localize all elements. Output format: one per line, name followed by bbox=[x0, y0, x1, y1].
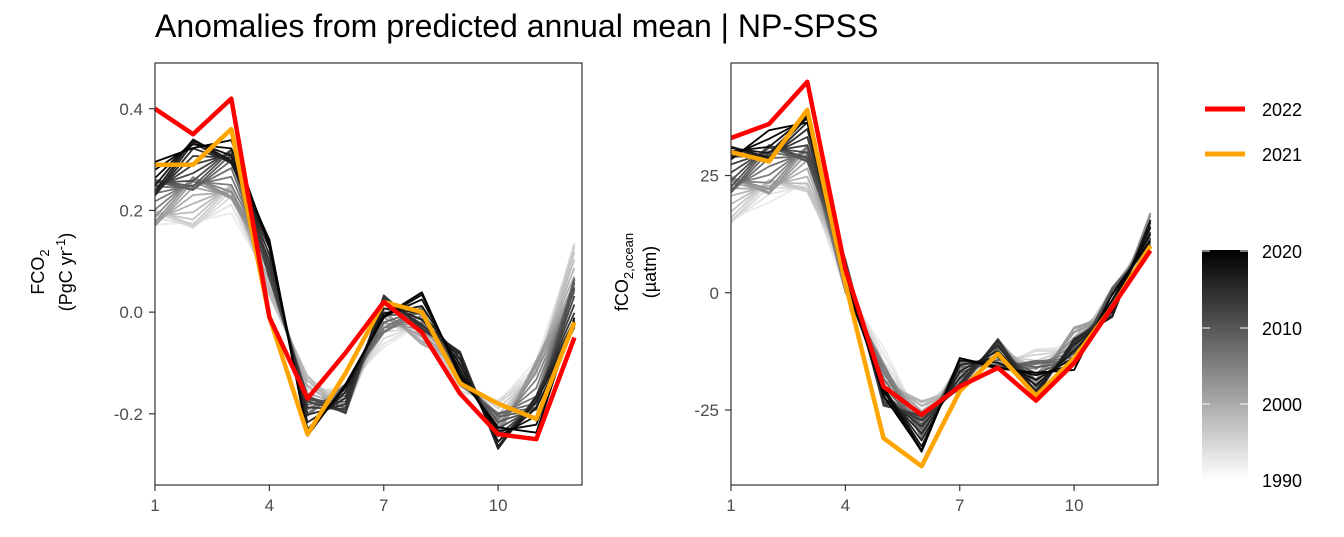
series-line-2022 bbox=[730, 79, 1153, 417]
x-tick-label: 10 bbox=[489, 496, 508, 515]
highlight-lines bbox=[153, 96, 577, 442]
year-line bbox=[154, 180, 576, 438]
year-line bbox=[154, 185, 576, 410]
year-line bbox=[730, 178, 1152, 404]
y-tick-label: 25 bbox=[700, 167, 719, 186]
year-line bbox=[154, 143, 576, 437]
y-axis-label-line1: fCO2,ocean bbox=[612, 233, 636, 311]
legend: 2022 2021 2020 2010 2000 1990 bbox=[1202, 100, 1302, 491]
x-tick-label: 10 bbox=[1065, 496, 1084, 515]
year-line bbox=[154, 159, 576, 415]
year-line bbox=[730, 147, 1152, 427]
panel-border bbox=[730, 62, 1159, 486]
year-line bbox=[154, 140, 576, 438]
y-axis-label-line2: (PgC yr-1) bbox=[53, 233, 76, 312]
highlight-lines bbox=[730, 79, 1153, 469]
year-line bbox=[154, 212, 576, 405]
colorbar bbox=[1202, 250, 1248, 480]
panel-fco2: 1 4 7 10 0.4 0.2 0.0 -0.2 FCO2 (PgC yr-1) bbox=[28, 62, 583, 515]
series-line-2021 bbox=[155, 126, 577, 437]
colorbar-label-2010: 2010 bbox=[1262, 319, 1302, 339]
colorbar-label-2020: 2020 bbox=[1262, 242, 1302, 262]
y-tick-label: -0.2 bbox=[114, 405, 143, 424]
year-line bbox=[154, 139, 576, 435]
year-line bbox=[154, 183, 576, 416]
panel-border bbox=[154, 62, 583, 486]
year-line bbox=[730, 152, 1152, 420]
x-tick-label: 1 bbox=[726, 496, 735, 515]
x-tick-label: 1 bbox=[150, 496, 159, 515]
x-tick-label: 7 bbox=[379, 496, 388, 515]
year-line bbox=[730, 150, 1152, 431]
y-axis-label-line2: (µatm) bbox=[640, 246, 660, 298]
axes: 1 4 7 10 25 0 -25 bbox=[694, 167, 1083, 515]
year-line bbox=[730, 181, 1152, 413]
year-line bbox=[154, 195, 576, 402]
colorbar-label-1990: 1990 bbox=[1262, 471, 1302, 491]
year-line bbox=[730, 175, 1152, 404]
axes: 1 4 7 10 0.4 0.2 0.0 -0.2 bbox=[114, 100, 508, 515]
chart-title: Anomalies from predicted annual mean | N… bbox=[155, 8, 879, 44]
year-line bbox=[154, 167, 576, 415]
year-line bbox=[730, 121, 1152, 435]
x-tick-label: 4 bbox=[265, 496, 274, 515]
year-line bbox=[730, 181, 1152, 403]
y-tick-label: 0.2 bbox=[119, 201, 143, 220]
y-tick-label: 0 bbox=[710, 284, 719, 303]
x-tick-label: 7 bbox=[955, 496, 964, 515]
y-axis-label-line1: FCO2 bbox=[28, 249, 52, 294]
year-line bbox=[730, 178, 1152, 408]
panel-fco2-ocean: 1 4 7 10 25 0 -25 fCO2,ocean (µatm) bbox=[612, 62, 1159, 515]
series-line-2022 bbox=[153, 96, 577, 442]
background-years-lines bbox=[154, 138, 576, 450]
y-tick-label: 0.4 bbox=[119, 100, 143, 119]
year-line bbox=[730, 167, 1152, 407]
colorbar-label-2000: 2000 bbox=[1262, 395, 1302, 415]
year-line bbox=[154, 189, 576, 405]
year-line bbox=[154, 184, 576, 423]
year-line bbox=[154, 203, 576, 402]
y-tick-label: -25 bbox=[694, 401, 719, 420]
year-line bbox=[730, 159, 1152, 413]
colorbar-ticks bbox=[1202, 250, 1248, 405]
x-tick-label: 4 bbox=[841, 496, 850, 515]
legend-label-2022: 2022 bbox=[1262, 100, 1302, 120]
year-line bbox=[730, 186, 1152, 418]
year-line bbox=[730, 128, 1152, 428]
y-tick-label: 0.0 bbox=[119, 303, 143, 322]
legend-label-2021: 2021 bbox=[1262, 145, 1302, 165]
year-line bbox=[730, 180, 1152, 425]
year-line bbox=[730, 184, 1152, 422]
